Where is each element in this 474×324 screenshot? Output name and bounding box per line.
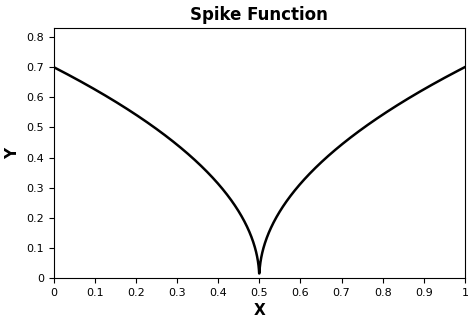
Y-axis label: Y: Y	[6, 147, 20, 158]
Title: Spike Function: Spike Function	[191, 6, 328, 24]
X-axis label: X: X	[254, 304, 265, 318]
